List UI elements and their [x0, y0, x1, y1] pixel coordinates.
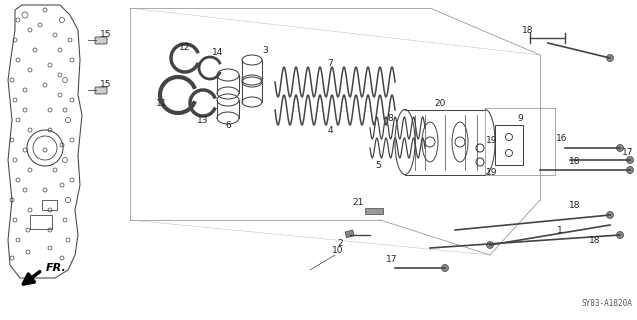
- Bar: [345, 230, 354, 238]
- Text: 7: 7: [327, 59, 333, 68]
- FancyBboxPatch shape: [95, 87, 107, 94]
- Circle shape: [606, 54, 613, 61]
- Text: 2: 2: [337, 238, 343, 247]
- Text: 16: 16: [556, 133, 568, 142]
- Circle shape: [617, 145, 624, 151]
- Circle shape: [617, 231, 624, 238]
- Text: 3: 3: [262, 45, 268, 54]
- Text: 14: 14: [212, 47, 224, 57]
- Text: 12: 12: [179, 43, 190, 52]
- FancyBboxPatch shape: [95, 37, 107, 44]
- Text: 5: 5: [375, 161, 381, 170]
- Text: 13: 13: [197, 116, 209, 124]
- Text: 17: 17: [622, 148, 634, 156]
- Text: 20: 20: [434, 99, 446, 108]
- Text: 18: 18: [522, 26, 534, 35]
- Text: 10: 10: [333, 245, 344, 254]
- Bar: [365, 208, 383, 214]
- Circle shape: [606, 212, 613, 219]
- Text: 6: 6: [225, 121, 231, 130]
- Text: 15: 15: [100, 29, 111, 38]
- Text: 11: 11: [156, 99, 168, 108]
- Text: 19: 19: [486, 167, 497, 177]
- Text: 1: 1: [557, 226, 563, 235]
- Text: 18: 18: [589, 236, 601, 244]
- Bar: [42, 200, 57, 210]
- Text: 8: 8: [387, 114, 393, 123]
- Text: 9: 9: [517, 114, 523, 123]
- Text: 21: 21: [352, 197, 364, 206]
- Circle shape: [627, 156, 634, 164]
- Text: 19: 19: [486, 135, 497, 145]
- Text: FR.: FR.: [46, 263, 67, 273]
- Circle shape: [441, 265, 448, 271]
- Text: SY83-A1820A: SY83-A1820A: [581, 299, 632, 308]
- Bar: [495, 125, 523, 165]
- Text: 18: 18: [569, 156, 581, 165]
- Text: 4: 4: [327, 125, 333, 134]
- Bar: [30, 215, 52, 229]
- Circle shape: [487, 242, 494, 249]
- Text: 15: 15: [100, 79, 111, 89]
- Text: 17: 17: [386, 255, 397, 265]
- Circle shape: [627, 166, 634, 173]
- Text: 18: 18: [569, 201, 581, 210]
